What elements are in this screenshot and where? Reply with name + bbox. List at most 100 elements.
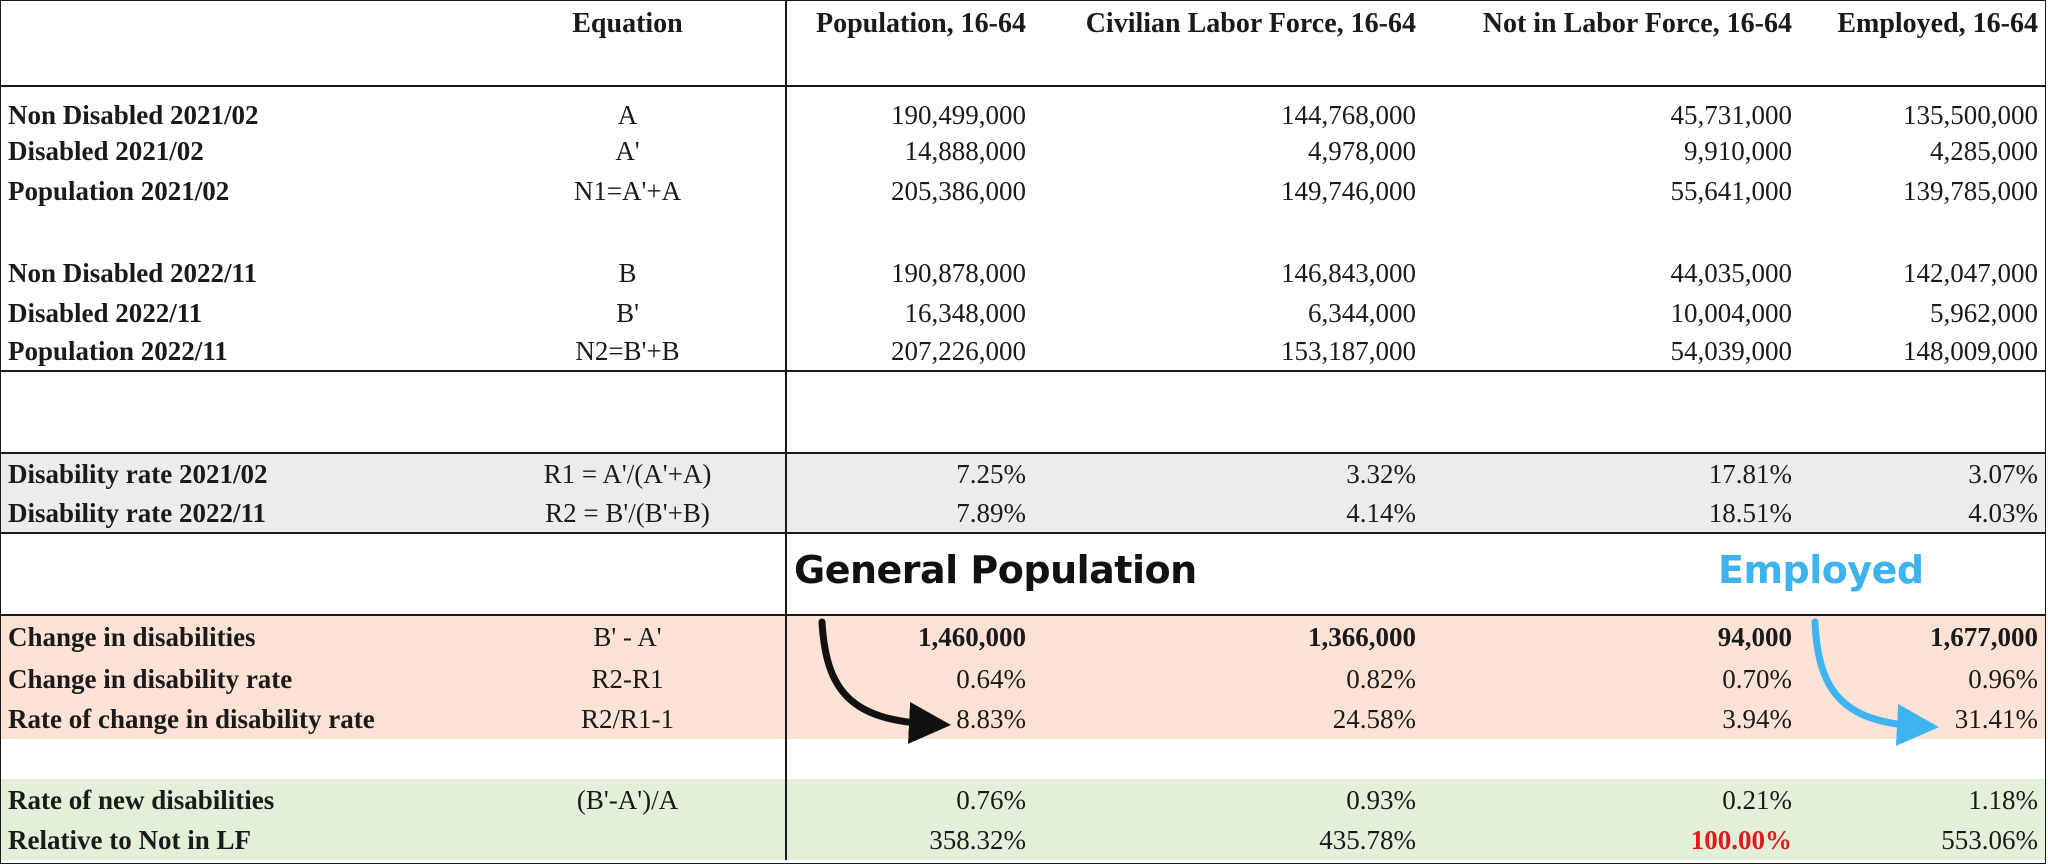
table-row: Population 2021/02 N1=A'+A 205,386,000 1… — [0, 171, 2046, 211]
header-employed: Employed, 16-64 — [1800, 0, 2046, 87]
cell-population: 207,226,000 — [785, 333, 1034, 372]
table-row: Change in disabilities B' - A' 1,460,000… — [0, 615, 2046, 659]
cell-not-in-labor-force: 94,000 — [1424, 615, 1800, 659]
row-equation: R2-R1 — [470, 659, 786, 699]
table-row: Rate of new disabilities (B'-A')/A 0.76%… — [0, 779, 2046, 821]
cell-population: 190,878,000 — [785, 253, 1034, 293]
row-equation: B — [618, 257, 637, 288]
table-row: Change in disability rate R2-R1 0.64% 0.… — [0, 659, 2046, 699]
table-row: Non Disabled 2021/02 A 190,499,000 144,7… — [0, 86, 2046, 131]
cell-not-in-labor-force: 45,731,000 — [1670, 100, 1793, 130]
row-equation: A' — [615, 135, 640, 166]
cell-civilian-labor-force: 0.93% — [1034, 779, 1424, 821]
cell-population: 7.25% — [785, 453, 1034, 494]
row-equation: N2=B'+B — [470, 333, 786, 372]
cell-civilian-labor-force: 1,366,000 — [1034, 615, 1424, 659]
cell-civilian-labor-force: 0.82% — [1034, 659, 1424, 699]
cell-civilian-labor-force: 435.78% — [1034, 821, 1424, 860]
row-label: Population 2021/02 — [8, 175, 230, 206]
table-row: Disability rate 2022/11 R2 = B'/(B'+B) 7… — [0, 494, 2046, 534]
cell-population: 0.64% — [785, 659, 1034, 699]
cell-civilian-labor-force: 3.32% — [1034, 453, 1424, 494]
row-equation: B' — [616, 297, 639, 328]
cell-employed: 0.96% — [1800, 659, 2046, 699]
cell-population: 8.83% — [785, 699, 1034, 739]
cell-not-in-labor-force: 0.70% — [1424, 659, 1800, 699]
table-row: Disability rate 2021/02 R1 = A'/(A'+A) 7… — [0, 453, 2046, 494]
row-equation: R1 = A'/(A'+A) — [470, 453, 786, 494]
cell-employed: 148,009,000 — [1800, 333, 2046, 372]
header-population: Population, 16-64 — [785, 0, 1034, 87]
cell-not-in-labor-force: 10,004,000 — [1670, 297, 1793, 328]
cell-civilian-labor-force: 153,187,000 — [1034, 333, 1424, 372]
row-label: Non Disabled 2021/02 — [8, 100, 259, 130]
cell-not-in-labor-force: 18.51% — [1424, 494, 1800, 534]
header-row: Equation Population, 16-64 Civilian Labo… — [0, 0, 2046, 87]
row-label: Relative to Not in LF — [0, 821, 470, 860]
cell-not-in-labor-force: 54,039,000 — [1424, 333, 1800, 372]
row-equation: R2/R1-1 — [470, 699, 786, 739]
cell-population: 190,499,000 — [785, 86, 1034, 131]
cell-population: 16,348,000 — [785, 293, 1034, 333]
row-label: Disabled 2022/11 — [8, 297, 203, 328]
cell-population: 1,460,000 — [785, 615, 1034, 659]
header-not-in-labor-force: Not in Labor Force, 16-64 — [1424, 0, 1800, 87]
cell-civilian-labor-force: 144,768,000 — [1281, 100, 1416, 130]
header-equation: Equation — [470, 0, 786, 87]
annotation-row — [0, 533, 2046, 616]
row-equation: N1=A'+A — [573, 175, 682, 206]
cell-population: 358.32% — [785, 821, 1034, 860]
employed-annotation: Employed — [1718, 548, 1924, 592]
row-label: Non Disabled 2022/11 — [8, 257, 258, 288]
cell-civilian-labor-force: 4.14% — [1034, 494, 1424, 534]
cell-employed: 3.07% — [1800, 453, 2046, 494]
cell-not-in-labor-force: 9,910,000 — [1684, 135, 1792, 166]
general-population-annotation: General Population — [794, 548, 1197, 592]
cell-employed: 4.03% — [1800, 494, 2046, 534]
table-row: Relative to Not in LF 358.32% 435.78% 10… — [0, 821, 2046, 860]
header-civilian-labor-force: Civilian Labor Force, 16-64 — [1034, 0, 1424, 87]
cell-not-in-labor-force: 0.21% — [1424, 779, 1800, 821]
cell-population: 7.89% — [785, 494, 1034, 534]
cell-civilian-labor-force: 24.58% — [1034, 699, 1424, 739]
cell-employed: 135,500,000 — [1903, 100, 2038, 130]
header-label-cell — [0, 0, 470, 87]
row-equation — [470, 821, 786, 860]
spacer-row — [0, 739, 2046, 779]
cell-civilian-labor-force: 6,344,000 — [1308, 297, 1416, 328]
row-label: Disability rate 2021/02 — [0, 453, 470, 494]
row-label: Rate of change in disability rate — [0, 699, 470, 739]
row-equation: A — [617, 100, 638, 130]
spacer-row — [0, 211, 2046, 253]
cell-employed: 1.18% — [1800, 779, 2046, 821]
cell-not-in-labor-force: 55,641,000 — [1670, 175, 1793, 206]
cell-employed: 4,285,000 — [1930, 135, 2038, 166]
table-row: Non Disabled 2022/11 B 190,878,000 146,8… — [0, 253, 2046, 293]
cell-employed: 139,785,000 — [1903, 175, 2038, 206]
cell-not-in-labor-force: 44,035,000 — [1670, 257, 1793, 288]
row-label: Disabled 2021/02 — [8, 135, 204, 166]
cell-population: 0.76% — [785, 779, 1034, 821]
row-equation: (B'-A')/A — [470, 779, 786, 821]
row-label: Population 2022/11 — [0, 333, 470, 372]
cell-employed: 5,962,000 — [1930, 297, 2038, 328]
cell-employed: 142,047,000 — [1903, 257, 2038, 288]
cell-employed: 1,677,000 — [1800, 615, 2046, 659]
spacer-row — [0, 371, 2046, 454]
table-row: Disabled 2021/02 A' 14,888,000 4,978,000… — [0, 131, 2046, 171]
table-row: Disabled 2022/11 B' 16,348,000 6,344,000… — [0, 293, 2046, 333]
table-row: Rate of change in disability rate R2/R1-… — [0, 699, 2046, 739]
row-label: Change in disabilities — [0, 615, 470, 659]
row-equation: R2 = B'/(B'+B) — [470, 494, 786, 534]
cell-not-in-labor-force: 17.81% — [1424, 453, 1800, 494]
cell-not-in-labor-force: 3.94% — [1424, 699, 1800, 739]
row-equation: B' - A' — [470, 615, 786, 659]
cell-employed: 553.06% — [1800, 821, 2046, 860]
cell-civilian-labor-force: 149,746,000 — [1281, 175, 1416, 206]
row-label: Disability rate 2022/11 — [0, 494, 470, 534]
cell-civilian-labor-force: 4,978,000 — [1308, 135, 1416, 166]
row-label: Rate of new disabilities — [0, 779, 470, 821]
cell-employed: 31.41% — [1800, 699, 2046, 739]
